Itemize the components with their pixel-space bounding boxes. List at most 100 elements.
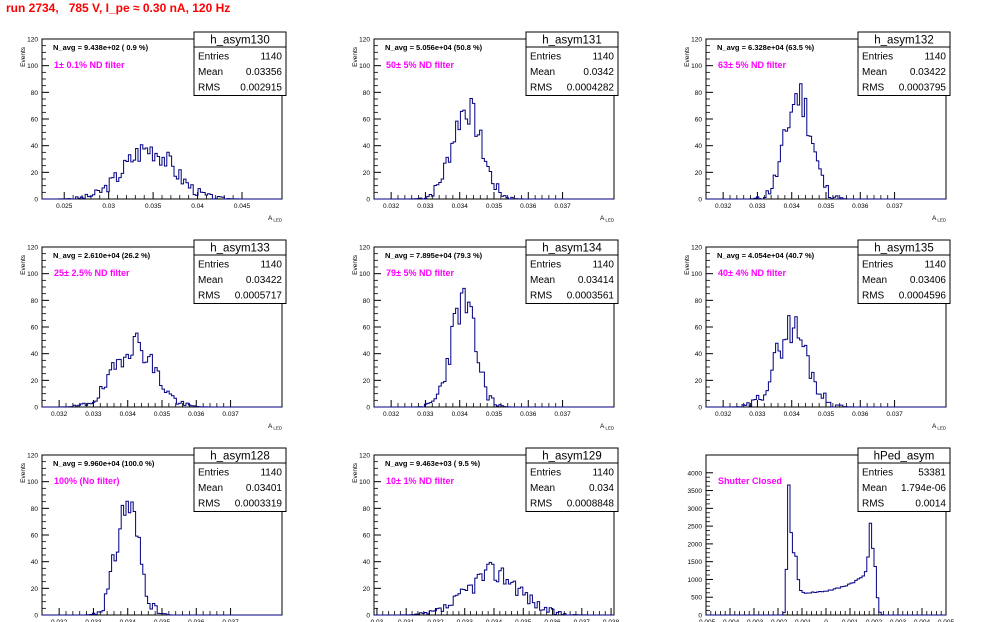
y-tick-label: 80 xyxy=(31,298,39,305)
stats-label: Entries xyxy=(862,52,893,63)
y-tick-label: 1000 xyxy=(688,577,703,584)
y-axis-label: Events xyxy=(20,254,27,275)
n-avg-text: N_avg = 7.895e+04 (79.3 %) xyxy=(385,251,483,260)
y-tick-label: 80 xyxy=(31,90,39,97)
x-tick-label: 0.036 xyxy=(188,619,205,622)
histogram-line xyxy=(374,98,614,200)
y-tick-label: 40 xyxy=(695,143,703,150)
stats-label: Mean xyxy=(530,483,555,494)
stats-label: Entries xyxy=(530,468,561,479)
stats-title: h_asym134 xyxy=(542,243,602,255)
stats-label: Entries xyxy=(530,52,561,63)
stats-value: 1140 xyxy=(260,468,282,479)
y-tick-label: 60 xyxy=(695,325,703,332)
stats-label: Entries xyxy=(198,260,229,271)
y-tick-label: 500 xyxy=(691,595,702,602)
histogram-line xyxy=(374,561,614,616)
y-axis-label: Events xyxy=(352,46,359,67)
n-avg-text: N_avg = 4.054e+04 (40.7 %) xyxy=(717,251,815,260)
stats-label: Mean xyxy=(530,275,555,286)
stats-title: h_asym130 xyxy=(210,35,269,47)
x-tick-label: 0.036 xyxy=(520,411,537,418)
stats-label: RMS xyxy=(198,83,221,94)
stats-value: 0.034 xyxy=(589,483,614,494)
histogram-panel-h_asym133: 0 20 40 60 80 100 120 0.032 0.033 0.034 0.035 0.036… xyxy=(20,239,287,431)
x-tick-label: 0.033 xyxy=(85,619,102,622)
y-tick-label: 80 xyxy=(363,90,371,97)
x-tick-label: 0.036 xyxy=(520,203,537,210)
stats-box xyxy=(857,462,951,512)
stats-value: 0.0003795 xyxy=(899,83,947,94)
x-tick-label: -0.005 xyxy=(697,619,716,622)
y-tick-label: 80 xyxy=(31,506,39,513)
y-tick-label: 120 xyxy=(27,245,38,252)
x-tick-label: 0.034 xyxy=(120,411,137,418)
y-axis-label: Events xyxy=(684,46,691,67)
y-tick-label: 1500 xyxy=(688,559,703,566)
y-tick-label: 3500 xyxy=(688,488,703,495)
y-tick-label: 120 xyxy=(691,245,702,252)
y-tick-label: 40 xyxy=(31,559,39,566)
histogram-panel-h_asym130: 0 20 40 60 80 100 120 0.025 0.03 0.035 0.04 0.045 Ev… xyxy=(20,31,287,223)
x-tick-label: 0.032 xyxy=(427,619,444,622)
x-axis-label: ALED xyxy=(600,215,615,223)
filter-label: 1± 0.1% ND filter xyxy=(54,60,125,70)
x-tick-label: 0.032 xyxy=(715,203,732,210)
x-axis-label: ALED xyxy=(932,215,947,223)
x-tick-label: 0.036 xyxy=(188,411,205,418)
histogram-panel-h_asym135: 0 20 40 60 80 100 120 0.032 0.033 0.034 0.035 0.036… xyxy=(684,239,951,431)
y-tick-label: 120 xyxy=(27,37,38,44)
x-tick-label: -0.001 xyxy=(793,619,812,622)
filter-label: 63± 5% ND filter xyxy=(718,60,786,70)
n-avg-text: N_avg = 2.610e+04 (26.2 %) xyxy=(53,251,151,260)
x-tick-label: 0.037 xyxy=(554,203,571,210)
y-tick-label: 60 xyxy=(31,325,39,332)
y-axis-label: Events xyxy=(352,462,359,483)
stats-value: 0.0003561 xyxy=(567,291,615,302)
stats-box xyxy=(193,46,287,96)
y-tick-label: 20 xyxy=(31,170,39,177)
histogram-line xyxy=(706,83,946,200)
stats-label: Entries xyxy=(862,468,893,479)
y-tick-label: 120 xyxy=(359,453,370,460)
stats-value: 0.03422 xyxy=(246,275,283,286)
x-tick-label: 0.03 xyxy=(371,619,384,622)
y-tick-label: 0 xyxy=(34,405,38,412)
y-tick-label: 0 xyxy=(34,197,38,204)
stats-value: 1140 xyxy=(592,260,614,271)
y-tick-label: 100 xyxy=(691,63,702,70)
stats-label: RMS xyxy=(862,499,885,510)
histogram-panel-h_asym134: 0 20 40 60 80 100 120 0.032 0.033 0.034 0.035 0.036… xyxy=(352,239,619,431)
y-tick-label: 40 xyxy=(363,351,371,358)
x-tick-label: 0.03 xyxy=(102,203,115,210)
x-axis-label: ALED xyxy=(268,215,283,223)
x-tick-label: 0.001 xyxy=(842,619,859,622)
y-tick-label: 100 xyxy=(691,271,702,278)
x-tick-label: 0.004 xyxy=(914,619,931,622)
y-tick-label: 20 xyxy=(31,378,39,385)
y-tick-label: 20 xyxy=(695,378,703,385)
filter-label: 40± 4% ND filter xyxy=(718,268,786,278)
stats-label: Entries xyxy=(862,260,893,271)
stats-label: Mean xyxy=(862,67,887,78)
stats-label: Entries xyxy=(530,260,561,271)
y-tick-label: 20 xyxy=(363,170,371,177)
histogram-panel-h_asym129: 0 20 40 60 80 100 120 0.03 0.031 0.032 0.033 0.034 0… xyxy=(352,447,620,622)
y-tick-label: 40 xyxy=(31,351,39,358)
histogram-line xyxy=(42,332,282,408)
stats-label: Mean xyxy=(530,67,555,78)
filter-label: 25± 2.5% ND filter xyxy=(54,268,130,278)
stats-value: 1140 xyxy=(260,52,282,63)
stats-value: 0.002915 xyxy=(240,83,282,94)
stats-value: 0.0342 xyxy=(583,67,614,78)
y-tick-label: 80 xyxy=(363,298,371,305)
x-tick-label: 0.035 xyxy=(515,619,532,622)
stats-label: Mean xyxy=(862,483,887,494)
x-tick-label: 0.045 xyxy=(234,203,251,210)
filter-label: 50± 5% ND filter xyxy=(386,60,454,70)
stats-title: h_asym131 xyxy=(542,35,601,47)
y-tick-label: 120 xyxy=(691,37,702,44)
stats-box xyxy=(193,254,287,304)
page-title: run 2734, 785 V, I_pe ≈ 0.30 nA, 120 Hz xyxy=(6,1,231,15)
